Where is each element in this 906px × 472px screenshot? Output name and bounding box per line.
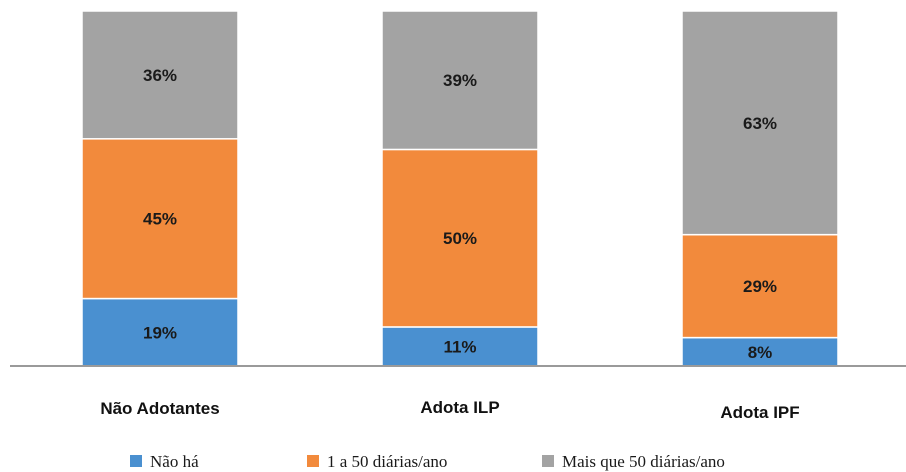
legend-swatch-1 bbox=[130, 455, 142, 467]
legend-label-3: Mais que 50 diárias/ano bbox=[562, 452, 725, 471]
data-label-2-3: 39% bbox=[443, 71, 477, 90]
bar-segment-2-2 bbox=[381, 148, 539, 328]
category-labels: Não Adotantes Adota ILP Adota IPF bbox=[100, 398, 799, 422]
data-label-1-2: 45% bbox=[143, 210, 177, 229]
data-label-3-1: 8% bbox=[748, 343, 773, 362]
category-label-2: Adota ILP bbox=[420, 398, 499, 417]
bar-segment-1-2 bbox=[81, 138, 239, 300]
data-label-2-1: 11% bbox=[443, 337, 476, 356]
bars-group: 19% 45% 36% 11% 50% 39% 8% 29% 63% bbox=[81, 10, 839, 367]
legend-label-1: Não há bbox=[150, 452, 199, 471]
bar-segment-2-3 bbox=[381, 10, 539, 151]
bar-segment-3-2 bbox=[681, 233, 839, 339]
category-label-1: Não Adotantes bbox=[100, 399, 219, 418]
data-label-2-2: 50% bbox=[443, 229, 477, 248]
bar-segment-1-3 bbox=[81, 10, 239, 140]
data-label-3-2: 29% bbox=[743, 277, 777, 296]
bar-segment-2-1 bbox=[381, 326, 539, 367]
bar-segment-3-3 bbox=[681, 10, 839, 236]
legend-label-2: 1 a 50 diárias/ano bbox=[327, 452, 447, 471]
category-label-3: Adota IPF bbox=[720, 403, 799, 422]
data-label-3-3: 63% bbox=[743, 114, 777, 133]
legend-swatch-3 bbox=[542, 455, 554, 467]
data-label-1-3: 36% bbox=[143, 66, 177, 85]
bar-segment-1-1 bbox=[81, 297, 239, 367]
legend: Não há 1 a 50 diárias/ano Mais que 50 diár… bbox=[130, 452, 725, 471]
legend-swatch-2 bbox=[307, 455, 319, 467]
data-label-1-1: 19% bbox=[143, 323, 177, 342]
